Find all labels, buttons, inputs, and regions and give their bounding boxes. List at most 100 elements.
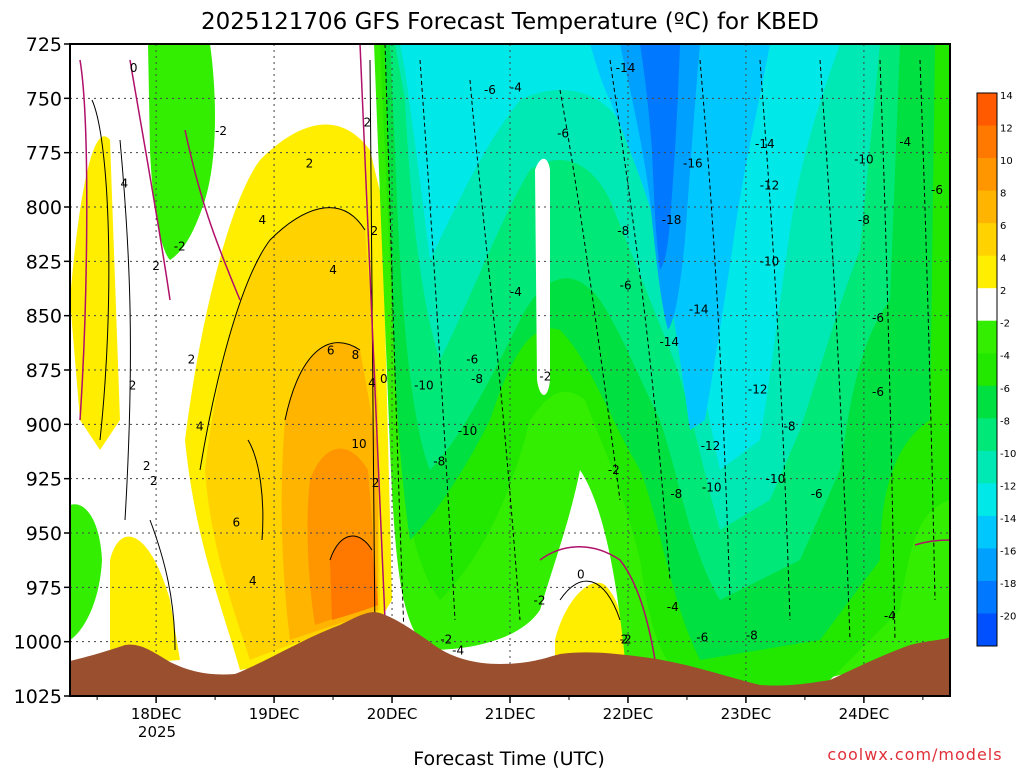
y-tick-label: 875 — [26, 360, 62, 382]
contour-lines — [91, 59, 621, 651]
contour-label: 4 — [329, 263, 337, 277]
contour-label: -14 — [616, 61, 636, 75]
contour-label: -8 — [858, 213, 870, 227]
contour-label: 0 — [380, 372, 388, 386]
cold-region-deepblue — [640, 44, 680, 270]
colorbar-label: 4 — [1000, 254, 1006, 265]
contour-label: 0 — [577, 567, 585, 581]
colorbar-swatch — [977, 158, 997, 192]
cold-region-green-left-bottom — [70, 504, 102, 640]
colorbar-label: -4 — [1000, 351, 1010, 362]
contour-label: 10 — [351, 437, 366, 451]
contour-label: -4 — [510, 81, 522, 95]
contour-label: 4 — [258, 213, 266, 227]
warm-region-orange-dark — [330, 536, 378, 620]
y-tick-label: 850 — [26, 306, 62, 328]
grid — [70, 44, 950, 696]
contour-label: -2 — [539, 370, 551, 384]
colorbar-swatch — [977, 515, 997, 549]
colorbar-swatch — [977, 223, 997, 257]
x-tick-label: 23DEC — [721, 705, 772, 723]
contour-label: -16 — [683, 157, 703, 171]
colorbar-label: -6 — [1000, 384, 1010, 395]
y-tick-label: 1025 — [14, 686, 62, 708]
warm-tongue-white — [535, 158, 550, 395]
x-axis-title: Forecast Time (UTC) — [413, 748, 604, 768]
contour-label: -6 — [696, 630, 708, 644]
contour-label: -6 — [931, 183, 943, 197]
colorbar: 14 12 10 8 6 4 2 -2 -4 -6 -8 -10 -12 -14 -16 -18 -20 — [976, 91, 1016, 647]
contour-label: -4 — [899, 135, 911, 149]
x-tick-label: 19DEC — [249, 705, 300, 723]
warm-region-yellow-east — [555, 582, 625, 665]
contour-label: 2 — [152, 259, 160, 273]
plot-area — [70, 44, 950, 696]
contour-label: -12 — [760, 178, 780, 192]
colorbar-label: -8 — [1000, 416, 1010, 427]
contour-label: -12 — [701, 439, 721, 453]
y-axis: 725 750 775 800 825 850 875 900 925 950 975 1000 102… — [14, 34, 70, 708]
contour-label: -4 — [510, 285, 522, 299]
colorbar-swatch — [977, 190, 997, 224]
contour-label: -18 — [662, 213, 682, 227]
contour-label: 4 — [368, 376, 376, 390]
colorbar-swatch — [977, 93, 997, 127]
contour-label: -6 — [872, 311, 884, 325]
contour-label: -6 — [872, 385, 884, 399]
colorbar-label: 10 — [1000, 156, 1013, 167]
y-tick-label: 775 — [26, 143, 62, 165]
y-tick-label: 975 — [26, 577, 62, 599]
colorbar-label: 8 — [1000, 189, 1006, 200]
x-axis: 18DEC 19DEC 20DEC 21DEC 22DEC 23DEC 24DEC — [96, 696, 924, 723]
colorbar-swatch — [977, 613, 997, 647]
contour-label: 2 — [372, 476, 380, 490]
contour-label: -2 — [440, 633, 452, 647]
colorbar-label: -20 — [1000, 611, 1016, 622]
contour-label: 2 — [150, 474, 158, 488]
contour-lines-dashed — [384, 44, 936, 661]
colorbar-label: -10 — [1000, 449, 1016, 460]
contour-label: 2 — [129, 378, 137, 392]
contour-label: -8 — [471, 372, 483, 386]
colorbar-swatch — [977, 548, 997, 582]
contour-label: -14 — [689, 302, 709, 316]
warm-region-yellow-main — [110, 536, 180, 665]
contour-label: -6 — [557, 126, 569, 140]
colorbar-label: 14 — [1000, 91, 1013, 102]
contour-label: -8 — [433, 454, 445, 468]
x-tick-label: 22DEC — [603, 705, 654, 723]
y-tick-label: 800 — [26, 197, 62, 219]
colorbar-label: 2 — [1000, 286, 1006, 297]
contour-label: 2 — [188, 352, 196, 366]
contour-label: -8 — [784, 420, 796, 434]
contour-label: -8 — [617, 224, 629, 238]
contour-label: 0 — [130, 61, 138, 75]
contour-label: -10 — [414, 378, 434, 392]
colorbar-label: 6 — [1000, 221, 1006, 232]
contour-label: -2 — [534, 594, 546, 608]
contour-label: -6 — [620, 278, 632, 292]
contour-label: 4 — [120, 176, 128, 190]
colorbar-label: -18 — [1000, 579, 1016, 590]
colorbar-swatch — [977, 353, 997, 387]
contour-label: -10 — [702, 481, 722, 495]
x-tick-label: 21DEC — [485, 705, 536, 723]
contour-label: -6 — [466, 352, 478, 366]
chart-title: 2025121706 GFS Forecast Temperature (ºC)… — [201, 9, 819, 35]
cold-region-green-left — [148, 44, 215, 260]
contour-label: -10 — [766, 472, 786, 486]
contour-label: -2 — [174, 239, 186, 253]
colorbar-label: 12 — [1000, 124, 1013, 135]
x-tick-label: 24DEC — [839, 705, 890, 723]
colorbar-swatch — [977, 288, 997, 322]
colorbar-swatch — [977, 125, 997, 159]
colorbar-swatch — [977, 580, 997, 614]
colorbar-label: -12 — [1000, 481, 1016, 492]
x-tick-label: 18DEC — [131, 705, 182, 723]
y-tick-label: 900 — [26, 414, 62, 436]
contour-label: 6 — [233, 515, 241, 529]
contour-label: -4 — [884, 609, 896, 623]
contour-label: -14 — [755, 137, 775, 151]
